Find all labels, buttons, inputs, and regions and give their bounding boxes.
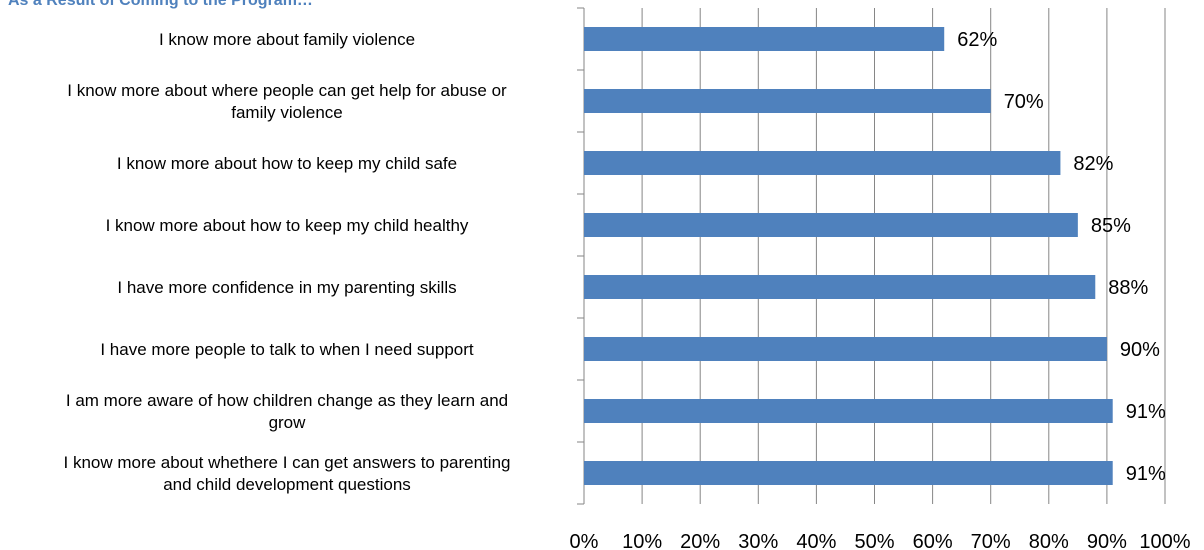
data-label: 62% [957, 29, 997, 51]
x-tick-label: 50% [854, 531, 894, 550]
bar [584, 461, 1113, 485]
x-tick-label: 30% [738, 531, 778, 550]
data-label: 88% [1108, 277, 1148, 299]
chart-title: As a Result of Coming to the Program… [8, 0, 313, 9]
data-label: 91% [1126, 401, 1166, 423]
x-tick-label: 20% [680, 531, 720, 550]
grid-lines [641, 8, 1166, 504]
data-labels: 62% 70% 82% 85% 88% 90% 91% 91% [957, 29, 1166, 485]
bar [584, 89, 991, 113]
x-tick-label: 10% [622, 531, 662, 550]
category-label: I know more about whethere I can get ans… [64, 453, 511, 494]
x-tick-label: 0% [570, 531, 599, 550]
bar [584, 275, 1096, 299]
x-tick-label: 100% [1139, 531, 1190, 550]
bar [584, 337, 1107, 361]
data-label: 90% [1120, 339, 1160, 361]
x-tick-label: 90% [1087, 531, 1127, 550]
x-tick-label: 80% [1029, 531, 1069, 550]
category-label: I know more about family violence [159, 30, 415, 49]
bars [584, 27, 1113, 485]
x-tick-label: 40% [796, 531, 836, 550]
category-label: I have more confidence in my parenting s… [117, 278, 456, 297]
bar [584, 213, 1078, 237]
y-axis [577, 7, 585, 505]
x-tick-label: 60% [913, 531, 953, 550]
bar [584, 399, 1113, 423]
category-label: I know more about how to keep my child h… [106, 216, 469, 235]
bar [584, 27, 945, 51]
category-label: I know more about how to keep my child s… [117, 154, 457, 173]
category-label: I know more about where people can get h… [67, 81, 507, 122]
category-labels: I know more about family violence I know … [64, 30, 511, 494]
data-label: 70% [1004, 91, 1044, 113]
category-label: I am more aware of how children change a… [66, 391, 508, 432]
bar [584, 151, 1061, 175]
data-label: 91% [1126, 463, 1166, 485]
x-tick-labels: 0% 10% 20% 30% 40% 50% 60% 70% 80% 90% 100% [570, 531, 1191, 550]
x-tick-label: 70% [971, 531, 1011, 550]
data-label: 82% [1073, 153, 1113, 175]
category-label: I have more people to talk to when I nee… [100, 340, 474, 359]
data-label: 85% [1091, 215, 1131, 237]
